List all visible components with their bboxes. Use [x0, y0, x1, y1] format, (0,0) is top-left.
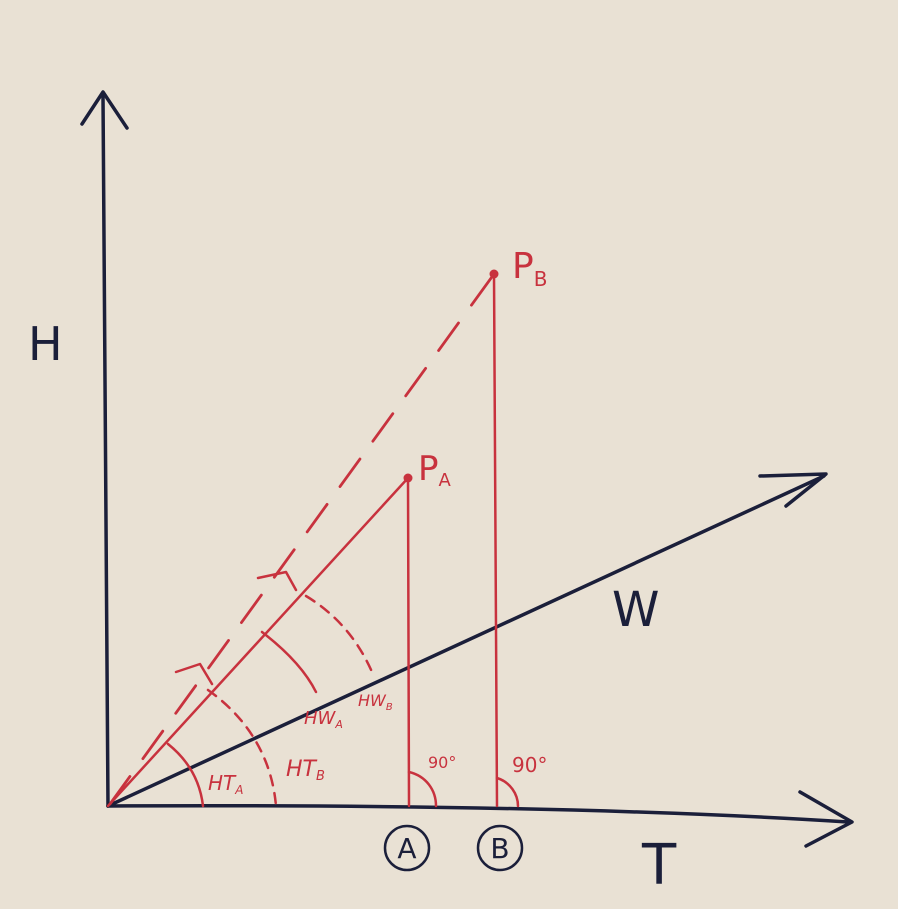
pb-subscript: B	[534, 267, 548, 291]
w-vector-arrowhead	[758, 472, 828, 508]
hw-b-text: HW	[358, 691, 387, 710]
dashed-line-to-pb	[108, 272, 496, 806]
arc-ht-b	[206, 688, 278, 808]
foot-marker-b-circle	[476, 824, 524, 872]
point-pb	[489, 269, 499, 279]
pa-label: PA	[418, 449, 452, 491]
foot-marker-a-circle	[383, 824, 431, 872]
right-angle-b-label: 90°	[512, 753, 547, 777]
foot-marker-a: A	[397, 832, 416, 865]
horizontal-axis-arrowhead	[798, 790, 854, 848]
y-axis-label: H	[28, 317, 63, 371]
arc-ht-a	[166, 742, 205, 808]
line-to-pa	[106, 476, 410, 808]
point-pa	[403, 473, 413, 483]
axes	[80, 90, 854, 848]
right-angle-arc-b	[495, 776, 520, 808]
pb-label: PB	[512, 246, 547, 291]
horizontal-axis	[106, 803, 850, 824]
w-vector-line	[106, 474, 826, 808]
projection-geometry	[106, 269, 520, 808]
vertical-axis	[101, 94, 110, 808]
hw-a-subscript: A	[334, 718, 343, 731]
ht-b-subscript: B	[316, 769, 325, 784]
w-vector-label: W	[612, 582, 659, 638]
arc-hw-a	[260, 630, 318, 694]
ht-a-text: HT	[208, 771, 237, 795]
hw-b-label: HWB	[358, 691, 393, 713]
drop-line-b	[492, 272, 499, 808]
arc-hw-b	[304, 594, 374, 674]
tick-b	[256, 570, 298, 592]
ht-b-text: HT	[286, 757, 318, 782]
pb-letter: P	[512, 246, 534, 287]
labels: H T W PA PB HTA HTB HWA HWB 90° 90° A B	[28, 246, 677, 898]
hw-b-subscript: B	[386, 702, 393, 713]
drop-line-a	[406, 476, 411, 808]
ht-a-label: HTA	[208, 771, 243, 797]
x-axis-label: T	[641, 833, 677, 898]
ht-b-label: HTB	[286, 757, 325, 784]
vertical-axis-arrowhead	[80, 90, 129, 130]
hw-a-label: HWA	[304, 708, 343, 731]
right-angle-a-label: 90°	[428, 753, 456, 772]
tick-a	[174, 662, 214, 686]
w-vector	[106, 472, 828, 808]
pa-letter: P	[418, 449, 439, 489]
hw-a-text: HW	[304, 708, 337, 729]
right-angle-arc-a	[407, 770, 438, 808]
foot-marker-b: B	[490, 832, 509, 865]
ht-a-subscript: A	[234, 783, 243, 797]
pa-subscript: A	[439, 470, 452, 491]
